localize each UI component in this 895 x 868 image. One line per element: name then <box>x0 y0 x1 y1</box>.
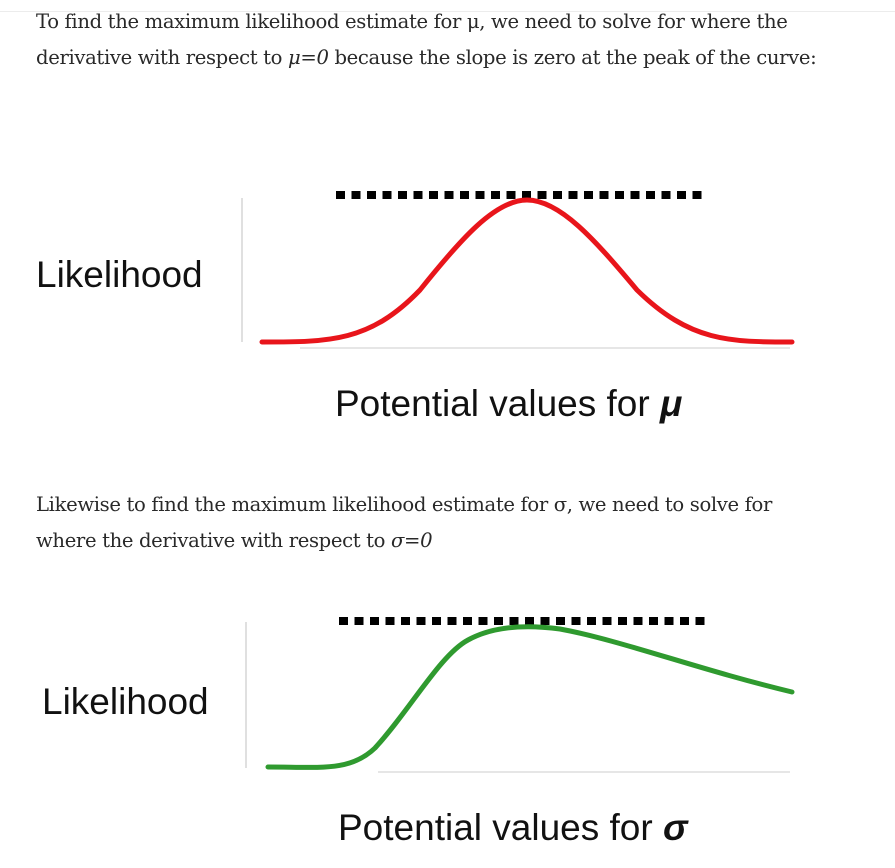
likelihood-mu-diagram: Likelihood Potential values for μ <box>36 191 795 424</box>
top-divider <box>0 11 895 12</box>
mu-symbol: μ <box>659 383 682 424</box>
paragraph-sigma-text: Likewise to find the maximum likelihood … <box>36 493 773 552</box>
x-axis-label-text: Potential values for <box>335 383 660 424</box>
paragraph-mu-text: To find the maximum likelihood estimate … <box>36 10 788 69</box>
x-axis-label: Potential values for μ <box>335 383 682 424</box>
likelihood-sigma-figure: Likelihood Potential values for σ <box>0 600 895 868</box>
likelihood-curve-red <box>259 197 795 345</box>
paragraph-mu-text-end: because the slope is zero at the peak of… <box>328 46 817 69</box>
paragraph-mu-explanation: To find the maximum likelihood estimate … <box>36 4 836 76</box>
paragraph-mu-math: μ=0 <box>288 46 329 69</box>
x-axis-label-text: Potential values for <box>338 807 663 848</box>
sigma-symbol: σ <box>663 807 689 848</box>
paragraph-sigma-explanation: Likewise to find the maximum likelihood … <box>36 487 836 559</box>
x-axis-label: Potential values for σ <box>338 807 689 848</box>
y-axis-label: Likelihood <box>36 254 203 295</box>
paragraph-sigma-math: σ=0 <box>391 529 433 552</box>
likelihood-mu-figure: Likelihood Potential values for μ <box>0 170 895 440</box>
y-axis-label: Likelihood <box>42 681 209 722</box>
likelihood-sigma-diagram: Likelihood Potential values for σ <box>42 617 795 848</box>
likelihood-curve-green <box>265 624 795 770</box>
